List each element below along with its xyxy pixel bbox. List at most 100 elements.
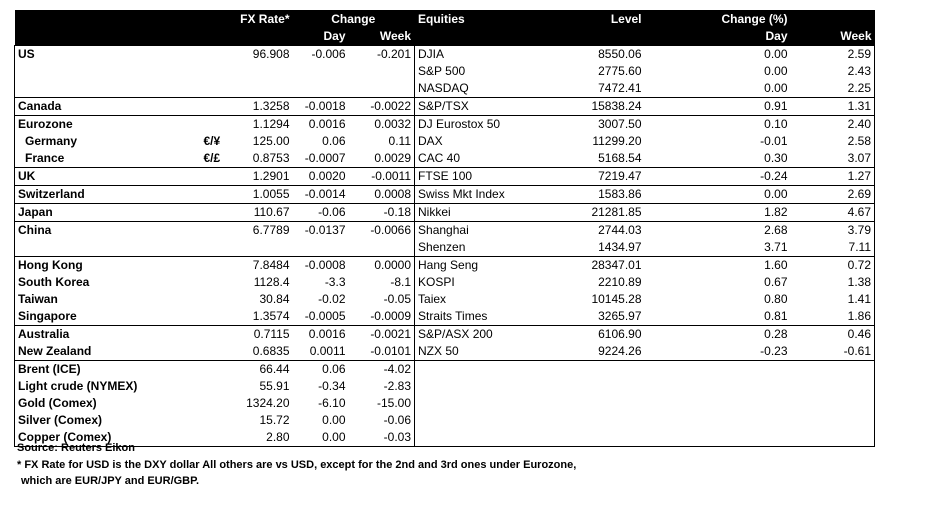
fx-day-change-cell: -0.0007	[304, 151, 346, 165]
fx-rate-cell	[233, 63, 293, 80]
fx-rate-cell	[233, 80, 293, 98]
fx-rate-cell: 0.7115	[232, 325, 293, 343]
equity-index-name	[414, 429, 533, 447]
equity-index-name: Shanghai	[414, 221, 533, 239]
equity-week-change-cell: 1.86	[790, 308, 876, 326]
cross-symbol	[201, 343, 233, 361]
equity-day-change-cell: 0.81	[764, 309, 788, 323]
row-label: Taiwan	[14, 291, 201, 308]
header-blank	[200, 28, 233, 46]
fx-day-change-cell	[293, 80, 349, 98]
equity-level-cell	[533, 412, 645, 429]
equity-index-name: DAX	[418, 134, 443, 148]
table-row: New Zealand 0.6835 0.0011 -0.0101 NZX 50 9224…	[14, 343, 876, 361]
cross-symbol	[200, 221, 233, 239]
header-blank	[14, 10, 201, 28]
header-level: Level	[532, 10, 645, 28]
table-row: Eurozone 1.1294 0.0016 0.0032 DJ Eurostox 50…	[14, 115, 876, 133]
fx-rate-cell: 66.44	[232, 360, 293, 378]
equity-week-change-cell	[790, 360, 876, 378]
equity-index-name: Nikkei	[414, 203, 533, 222]
equity-level-cell	[533, 378, 645, 395]
fx-rate-cell: 1.1294	[232, 115, 293, 133]
equity-week-change-cell: 3.07	[790, 150, 876, 168]
fx-week-change-cell: -8.1	[348, 274, 416, 291]
table-row: Japan 110.67 -0.06 -0.18 Nikkei 21281.85 1.82 4…	[14, 203, 876, 222]
fx-rate-cell: 1.3258	[232, 97, 293, 116]
cross-symbol	[200, 360, 233, 378]
equity-week-change-cell	[790, 395, 876, 412]
header-row-1: FX Rate* Change Equities Level Change (%…	[14, 10, 875, 28]
fx-rate-cell: 1324.20	[246, 396, 290, 410]
fx-day-change-cell: 0.0020	[292, 167, 349, 186]
fx-day-change-cell: -6.10	[318, 396, 346, 410]
fx-rate-cell: 15.72	[259, 413, 290, 427]
equity-index-name: DJ Eurostox 50	[414, 115, 533, 133]
fx-rate-cell: 0.6835	[252, 344, 290, 358]
equity-level-cell: 2744.03	[532, 221, 645, 239]
equity-index-name	[415, 395, 533, 412]
table-row: Brent (ICE) 66.44 0.06 -4.02	[14, 360, 876, 378]
header-change: Change	[292, 10, 416, 28]
cross-symbol	[201, 291, 233, 308]
cross-symbol	[200, 203, 233, 222]
header-blank	[790, 10, 875, 28]
equity-day-change-cell: 0.00	[644, 185, 791, 204]
row-label: Eurozone	[14, 115, 201, 133]
equity-index-name: CAC 40	[418, 151, 461, 165]
equity-level-cell	[533, 395, 645, 412]
equity-level-cell: 2210.89	[598, 275, 642, 289]
fx-day-change-cell: -0.02	[318, 292, 346, 306]
cross-symbol	[200, 429, 233, 447]
cross-symbol	[201, 412, 233, 429]
header-row-2: Day Week Day Week	[14, 28, 875, 46]
equity-level-cell: 1434.97	[598, 240, 642, 254]
row-label: Copper (Comex)	[14, 429, 201, 447]
fx-rate-cell: 6.7789	[232, 221, 293, 239]
row-label: Silver (Comex)	[14, 412, 201, 429]
fx-week-change-cell: -0.05	[348, 291, 416, 308]
table-row: S&P 500 2775.60 0.00 2.43	[14, 63, 876, 80]
equity-level-cell: 7472.41	[598, 81, 642, 95]
equity-index-name: KOSPI	[418, 275, 455, 289]
equity-day-change-cell	[645, 412, 791, 429]
table-row: Light crude (NYMEX) 55.91 -0.34 -2.83	[14, 378, 876, 395]
cross-symbol	[200, 256, 233, 274]
equity-day-change-cell: 0.80	[764, 292, 788, 306]
equity-week-change-cell: 1.31	[790, 97, 876, 116]
table-row: South Korea 1128.4 -3.3 -8.1 KOSPI 2210.89 0.6…	[14, 274, 876, 291]
equity-level-cell: 8550.06	[532, 45, 645, 63]
header-fx-rate: FX Rate*	[232, 10, 293, 28]
cross-symbol	[200, 45, 233, 63]
equity-week-change-cell: 4.67	[790, 203, 876, 222]
table-row: Canada 1.3258 -0.0018 -0.0022 S&P/TSX 15838.2…	[14, 97, 876, 116]
cross-symbol	[200, 325, 233, 343]
equity-week-change-cell: 2.40	[790, 115, 876, 133]
fx-rate-cell: 1.0055	[232, 185, 293, 204]
fx-day-change-cell: 0.0011	[309, 344, 346, 358]
fx-week-change-cell: 0.0000	[348, 256, 416, 274]
equity-index-name: S&P/TSX	[414, 97, 533, 116]
equity-day-change-cell: 1.82	[644, 203, 791, 222]
row-label: US	[14, 45, 201, 63]
fx-rate-cell: 0.8753	[252, 151, 290, 165]
equity-week-change-cell: 2.58	[790, 133, 876, 150]
market-data-table: FX Rate* Change Equities Level Change (%…	[14, 10, 876, 447]
fx-week-change-cell	[348, 80, 416, 98]
equity-level-cell	[532, 360, 645, 378]
header-change-pct: Change (%)	[644, 10, 791, 28]
row-label: Switzerland	[14, 185, 201, 204]
table-row: France €/£ 0.8753 -0.0007 0.0029 CAC 40 5168.5…	[14, 150, 876, 168]
fx-week-change-cell: -0.0021	[348, 325, 416, 343]
table-row: China 6.7789 -0.0137 -0.0066 Shanghai 2744.03…	[14, 221, 876, 239]
fx-day-change-cell: -3.3	[324, 275, 346, 289]
cross-symbol	[201, 63, 233, 80]
fx-day-change-cell: -0.0008	[292, 256, 349, 274]
fx-rate-cell: 96.908	[232, 45, 293, 63]
cross-symbol: €/£	[203, 151, 221, 165]
equity-week-change-cell: 1.27	[790, 167, 876, 186]
header-equities: Equities	[414, 10, 533, 28]
equity-index-name: S&P/ASX 200	[414, 325, 533, 343]
equity-week-change-cell: 2.69	[790, 185, 876, 204]
equity-level-cell	[532, 429, 645, 447]
